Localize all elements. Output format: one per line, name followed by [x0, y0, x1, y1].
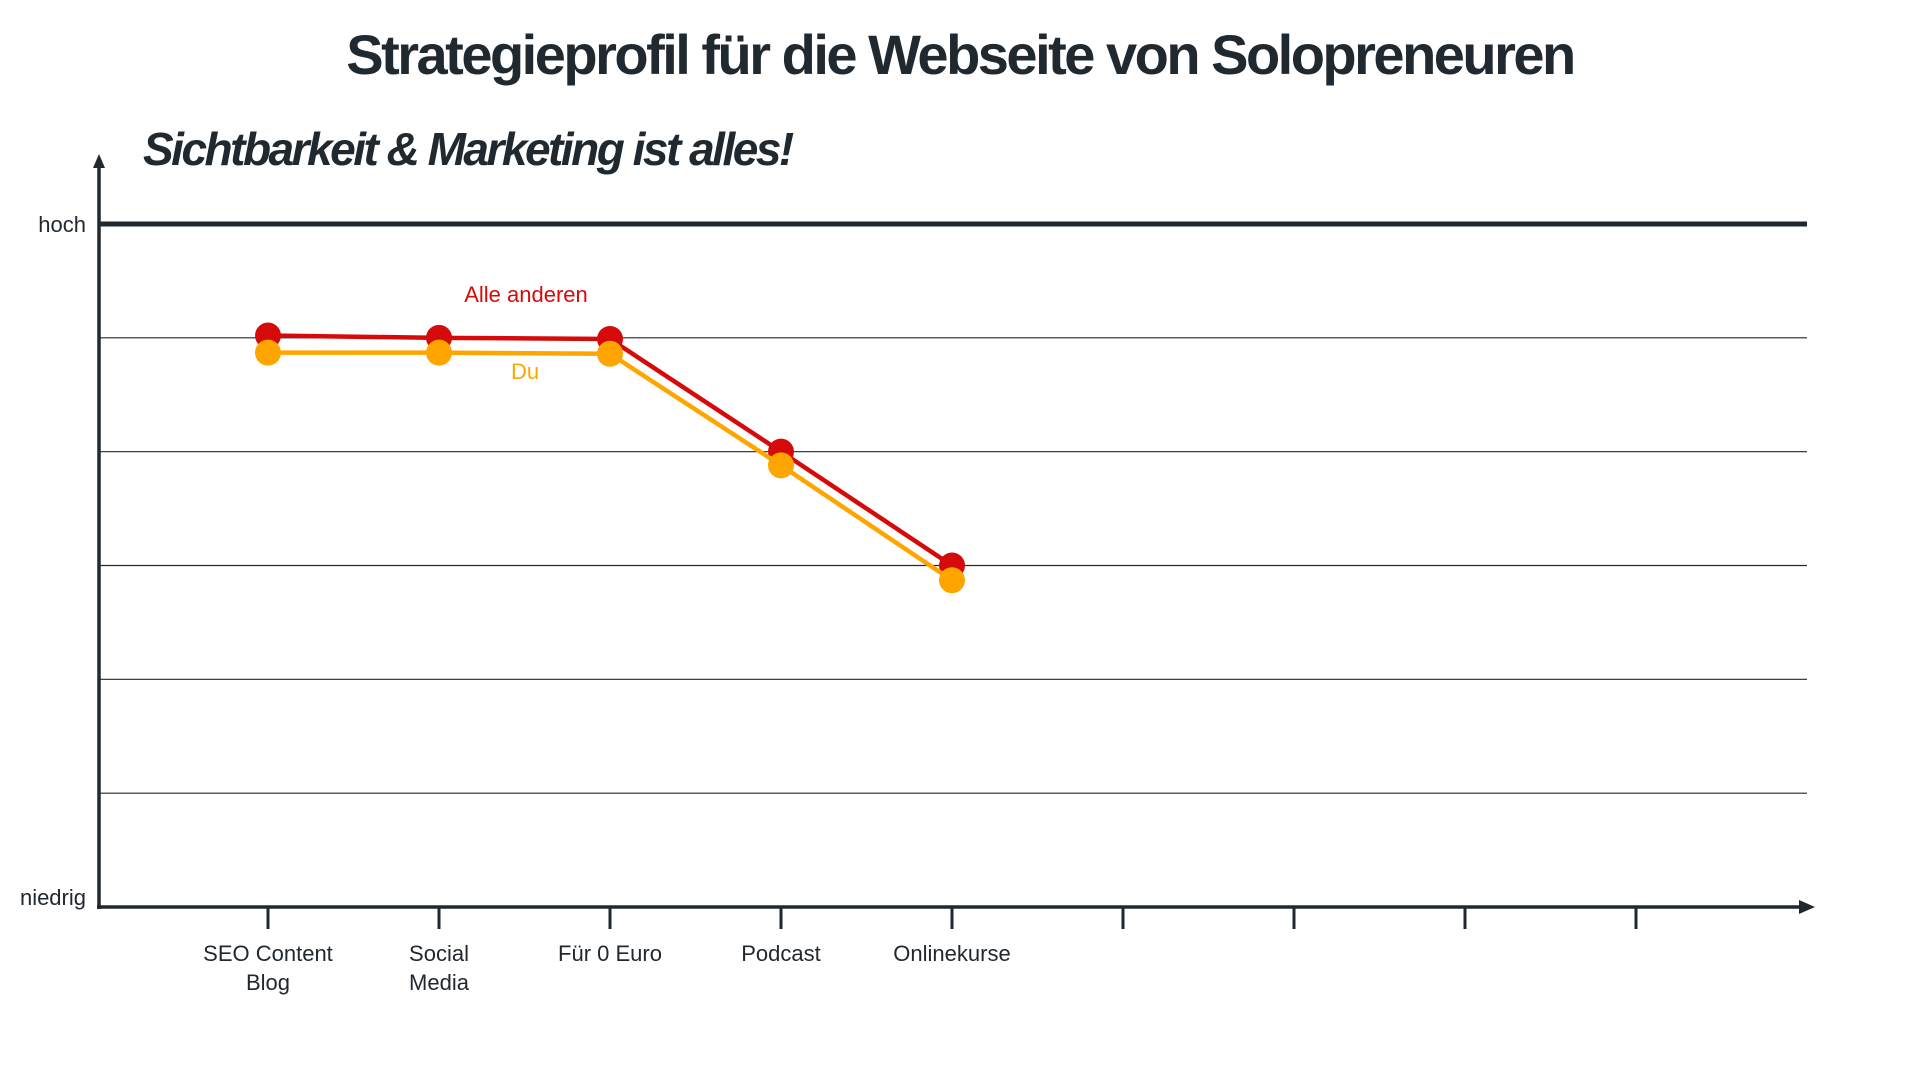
x-tick-label: SEO Content Blog	[203, 941, 333, 995]
data-point	[768, 452, 794, 479]
x-tick-label: Onlinekurse	[893, 941, 1010, 966]
x-tick-label: Social Media	[409, 941, 470, 995]
chart-subtitle: Sichtbarkeit & Marketing ist alles!	[143, 123, 794, 175]
series-line-0	[267, 333, 954, 568]
chart-title: Strategieprofil für die Webseite von Sol…	[346, 23, 1576, 86]
data-point	[426, 339, 452, 366]
x-tick-label: Für 0 Euro	[558, 941, 662, 966]
y-axis-arrow	[93, 154, 105, 168]
y-tick-label-top: hoch	[38, 212, 86, 237]
y-tick-label-bottom: niedrig	[20, 885, 86, 910]
x-axis-arrow	[1799, 900, 1815, 914]
series-label-du: Du	[511, 359, 539, 384]
data-point	[597, 340, 623, 367]
series-label-alle-anderen: Alle anderen	[464, 282, 588, 307]
x-tick-label: Podcast	[741, 941, 821, 966]
series-line-1	[268, 350, 954, 583]
data-point	[255, 339, 281, 366]
data-point	[939, 567, 965, 594]
